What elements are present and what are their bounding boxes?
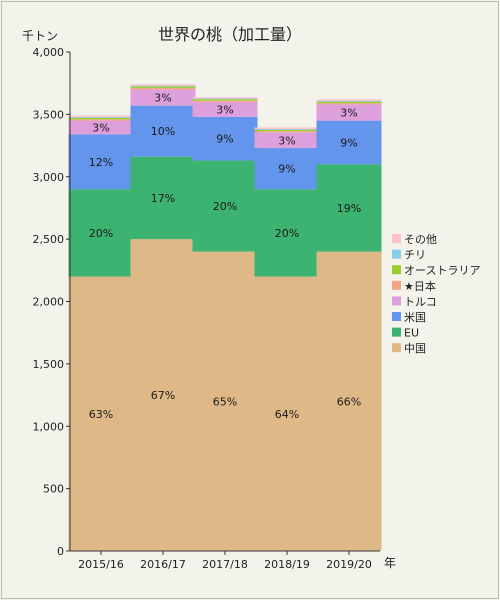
y-tick-label: 1,500 [33,358,65,371]
legend-label: 中国 [404,342,426,355]
bar-segment [68,115,134,118]
legend-label: オーストラリア [404,264,480,277]
bar-segment [254,148,320,190]
bar-segment [192,251,258,551]
legend-swatch [392,312,401,321]
bar-segment [254,129,320,132]
bar-segment [316,99,382,101]
legend-swatch [392,343,401,353]
y-tick-label: 3,000 [33,171,65,184]
bar-segment [254,189,320,277]
bar-segment [192,160,258,252]
x-tick-label: 2018/19 [264,558,310,571]
data-label: 3% [154,92,171,105]
data-label: 3% [92,121,109,134]
bar-segment [68,189,134,277]
bar-segment [68,117,134,120]
y-axis-unit: 千トン [22,29,58,43]
bar-segment [254,132,320,149]
bar-segment [192,101,258,117]
bar-segment [316,101,382,104]
legend-label: チリ [404,249,426,262]
bar-segment [316,164,382,252]
bar-segment [316,120,382,165]
data-label: 3% [216,103,233,116]
bar-segment [316,104,382,121]
bar-segment [68,119,134,121]
y-tick-label: 2,500 [33,233,65,246]
legend-label: ★日本 [404,279,436,293]
data-label: 20% [275,227,299,240]
y-tick-label: 0 [57,545,64,558]
legend-swatch [392,265,401,275]
bar-segment [130,89,196,106]
legend-label: 米国 [404,311,426,324]
data-label: 17% [151,192,175,205]
bar-segment [254,131,320,133]
data-label: 65% [213,395,237,408]
bars-layer: 63% 20% 12% 3% 67% 17% 10% 3% 65% 20% 9% 3% 64% 20% 9%… [68,84,382,551]
legend-swatch [392,296,401,306]
legend-swatch [392,280,401,290]
bar-segment [316,103,382,105]
data-label: 63% [89,408,113,421]
legend-label: EU [404,327,419,340]
bar-segment [192,98,258,100]
chart-title: 世界の桃（加工量） [158,25,302,44]
bar-segment [192,99,258,101]
data-label: 12% [89,156,113,169]
data-label: 20% [213,200,237,213]
data-label: 9% [340,136,357,149]
bar-segment [130,105,196,157]
bar-segment [130,87,196,90]
bar-segment [254,127,320,129]
legend-swatch [392,234,401,243]
bar-segment [68,276,134,551]
y-tick-label: 2,000 [33,296,65,309]
data-label: 3% [278,134,295,147]
bar-segment [316,100,382,102]
bar-segment [68,117,134,118]
legend-swatch [392,327,401,337]
bar-segment [130,86,196,88]
y-tick-label: 500 [43,483,64,496]
bar-segment [192,116,258,161]
bar-segment [130,85,196,87]
y-tick-label: 4,000 [33,46,65,59]
bar-segment [130,84,196,86]
data-label: 9% [216,133,233,146]
bar-segment [192,100,258,102]
y-tick-label: 1,000 [33,420,65,433]
bar-segment [68,120,134,135]
bar-segment [254,128,320,130]
data-label: 3% [340,107,357,120]
x-tick-label: 2017/18 [202,558,248,571]
axes-layer: 2015/16 2016/17 2017/18 2018/19 2019/20 0 500 1… [33,46,380,571]
legend-swatch [392,249,401,259]
bar-segment [254,276,320,551]
x-tick-label: 2019/20 [326,558,372,571]
bar-segment [130,239,196,551]
x-tick-label: 2015/16 [78,558,124,571]
data-label: 10% [151,125,175,138]
data-label: 9% [278,163,295,176]
bar-segment [130,156,196,240]
x-axis-unit: 年 [384,556,396,570]
data-label: 20% [89,227,113,240]
data-label: 67% [151,389,175,402]
bar-segment [316,251,382,551]
bar-segment [68,134,134,190]
legend-label: トルコ [404,295,437,308]
y-tick-label: 3,500 [33,108,65,121]
data-label: 19% [337,202,361,215]
data-label: 64% [275,408,299,421]
data-label: 66% [337,395,361,408]
x-tick-label: 2016/17 [140,558,186,571]
bar-segment [192,97,258,99]
legend-label: その他 [404,233,437,246]
